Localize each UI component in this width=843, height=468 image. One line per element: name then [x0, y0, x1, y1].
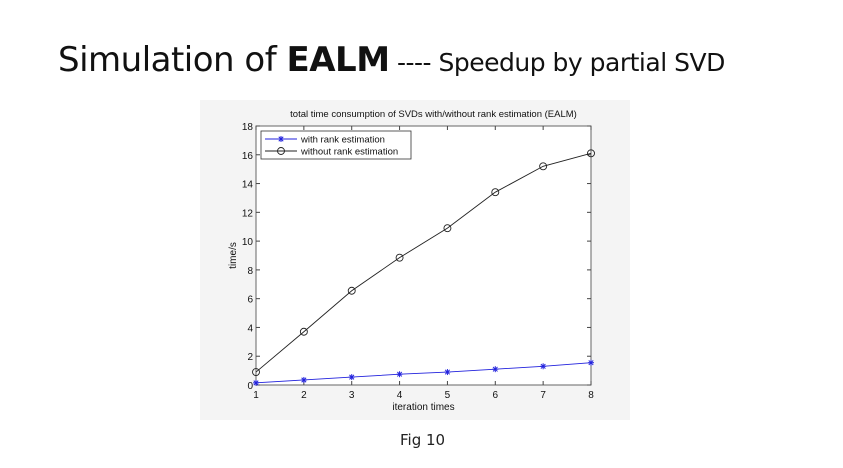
y-tick-label: 0: [247, 381, 253, 392]
chart-title: total time consumption of SVDs with/with…: [290, 109, 577, 120]
data-point: [588, 359, 594, 366]
x-tick-label: 5: [445, 390, 451, 401]
data-point: [492, 366, 499, 373]
title-part1: Simulation of: [58, 40, 287, 80]
legend-marker: [277, 147, 285, 155]
x-tick-label: 2: [301, 390, 307, 401]
x-tick-label: 6: [493, 390, 499, 401]
y-tick-label: 8: [247, 266, 253, 277]
data-point: [252, 368, 260, 376]
series-line-2: [255, 152, 592, 373]
y-tick-label: 18: [242, 122, 254, 133]
data-point: [587, 149, 595, 158]
x-tick-label: 3: [349, 390, 355, 401]
data-point: [444, 369, 451, 376]
title-subtitle: ---- Speedup by partial SVD: [389, 48, 725, 77]
data-point: [540, 363, 547, 370]
data-point: [395, 253, 404, 262]
x-tick-label: 7: [540, 390, 546, 401]
x-axis-label: iteration times: [392, 402, 454, 413]
data-point: [299, 327, 308, 336]
data-point: [348, 374, 355, 381]
slide-title: Simulation of EALM ---- Speedup by parti…: [58, 40, 725, 80]
data-point: [539, 162, 548, 171]
title-bold: EALM: [286, 40, 391, 80]
data-point: [443, 224, 452, 233]
x-tick-label: 1: [253, 390, 259, 401]
data-point: [396, 371, 403, 378]
y-tick-label: 4: [247, 323, 253, 334]
figure-caption: Fig 10: [400, 431, 446, 449]
data-point: [491, 188, 500, 197]
y-tick-label: 10: [242, 237, 254, 248]
y-tick-label: 6: [247, 295, 253, 306]
y-axis-label: time/s: [228, 242, 239, 269]
legend-marker: [278, 136, 284, 142]
legend-label: with rank estimation: [300, 135, 385, 146]
legend-label: without rank estimation: [300, 147, 398, 158]
series-line-1: [255, 362, 592, 384]
data-point: [347, 286, 356, 295]
y-tick-label: 2: [247, 352, 253, 363]
chart-figure: 1 2 3 4 5 6 7 8 0 2 4 6 8 10 12 14 16 18 total time consum…: [200, 100, 630, 420]
y-tick-label: 14: [242, 180, 254, 191]
plot-area: [255, 125, 592, 386]
data-point: [253, 379, 259, 386]
x-tick-label: 4: [397, 390, 403, 401]
y-tick-label: 16: [242, 151, 254, 162]
data-point: [300, 376, 307, 383]
x-tick-label: 8: [588, 390, 594, 401]
legend-box: [260, 130, 412, 160]
y-tick-label: 12: [242, 208, 254, 219]
